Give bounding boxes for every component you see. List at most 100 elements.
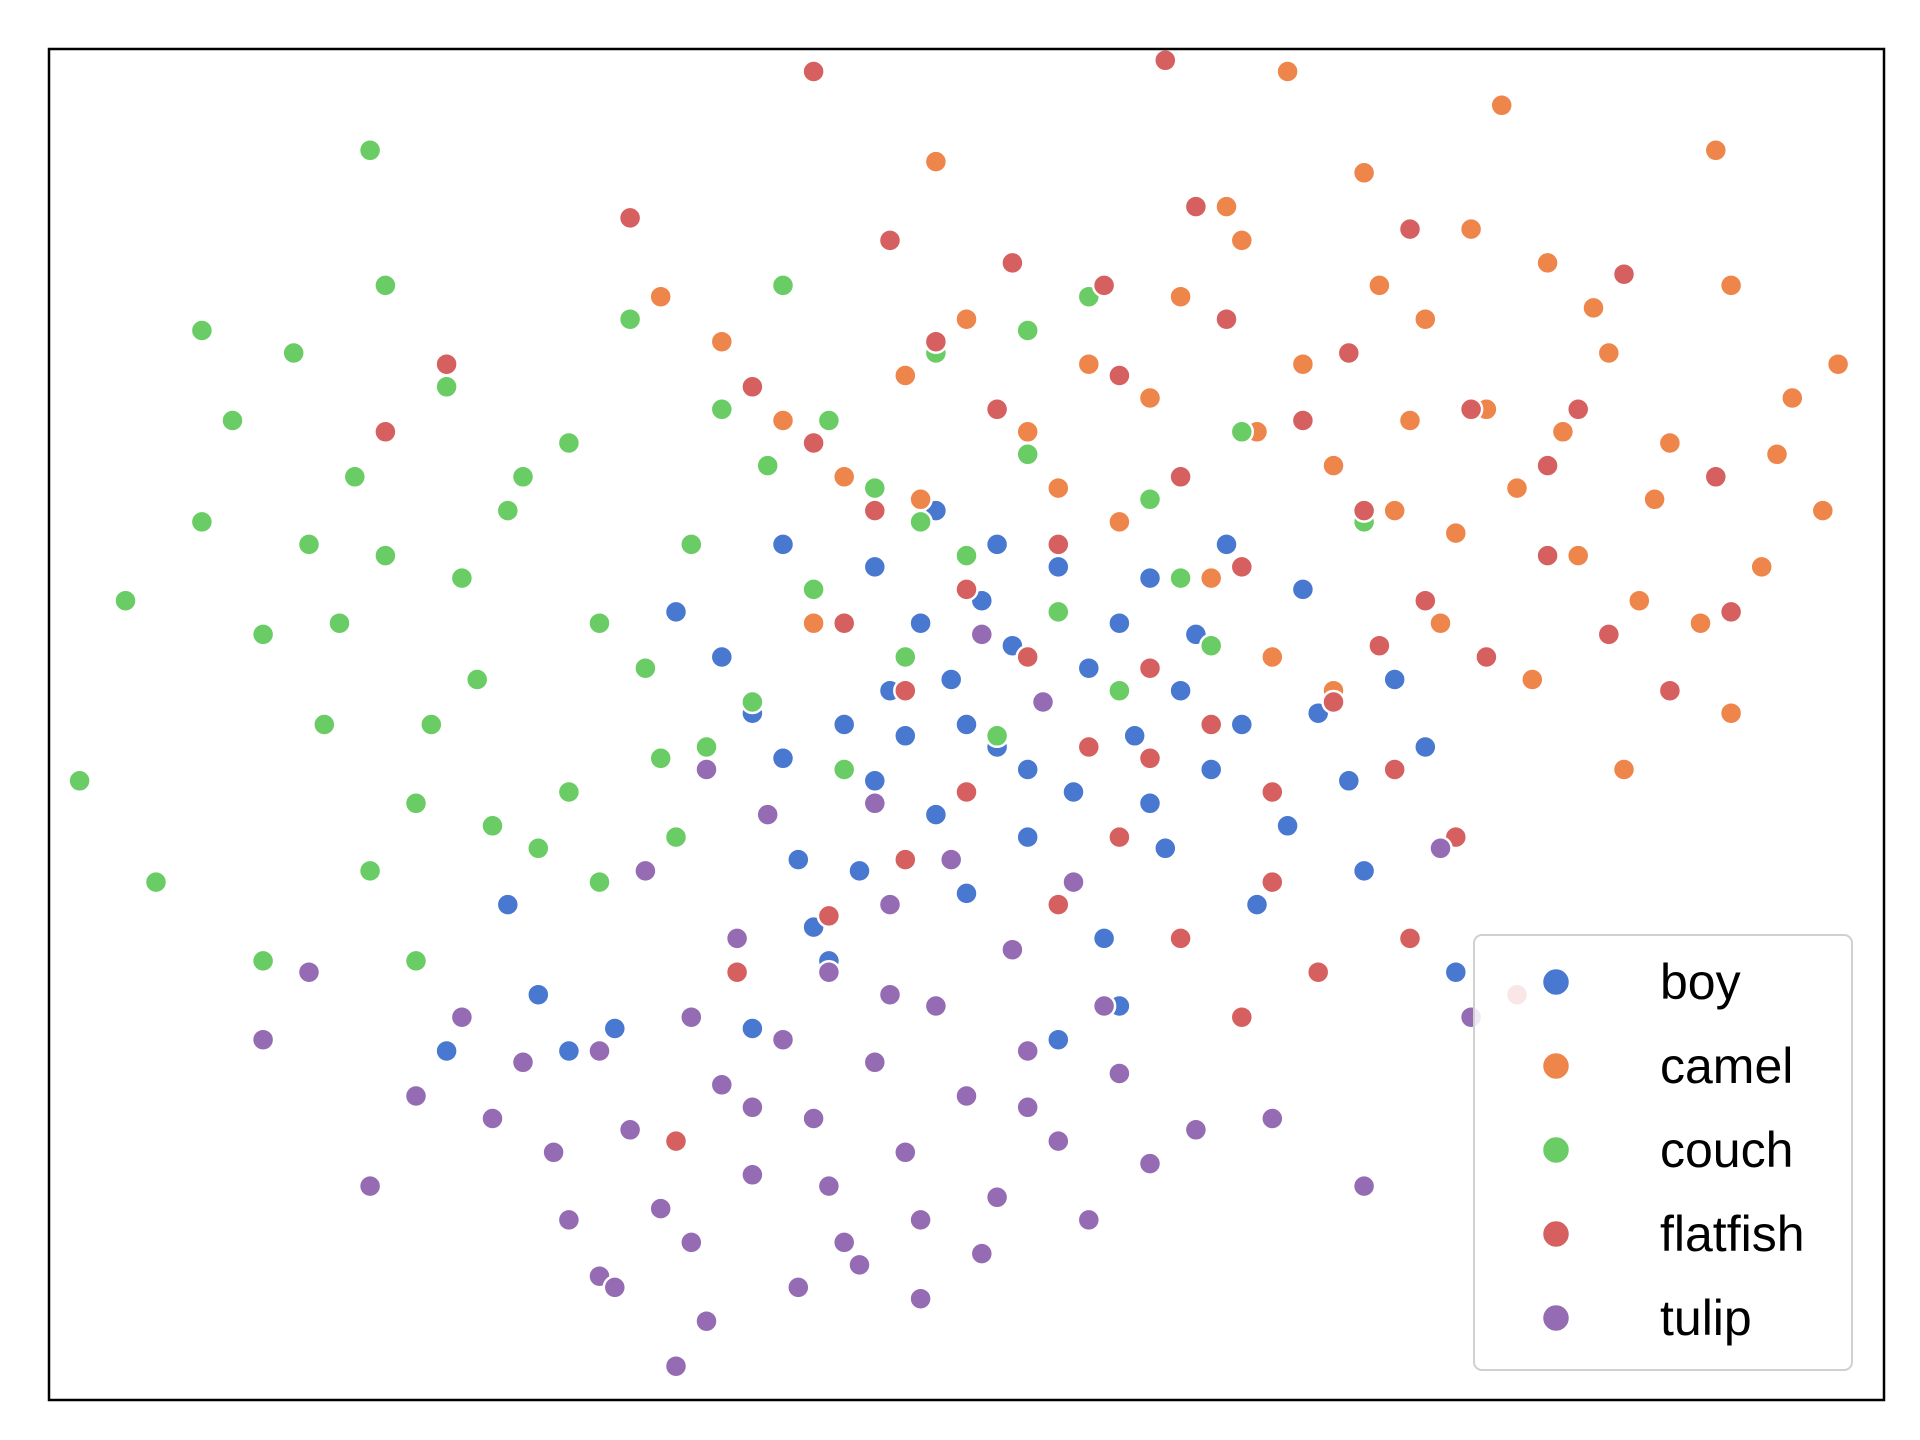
point-tulip-8 [831,1230,857,1255]
point-camel-4 [1413,306,1438,332]
point-flatfish-0 [740,374,765,400]
point-camel-22 [1076,351,1102,377]
point-flatfish-24 [1260,779,1285,805]
point-flatfish-55 [1458,397,1484,422]
point-tulip-4 [709,1072,735,1098]
point-camel-52 [1367,273,1392,298]
point-camel-23 [1015,419,1040,445]
point-flatfish-47 [1611,261,1637,287]
point-boy-3 [770,746,796,771]
point-tulip-30 [403,1083,429,1109]
point-boy-47 [831,712,857,737]
legend-label-boy: boy [1660,954,1741,1010]
point-camel-11 [1810,498,1836,523]
point-couch-42 [250,948,276,974]
point-tulip-25 [480,1106,505,1131]
point-couch-48 [633,655,658,681]
point-boy-21 [1076,655,1102,681]
point-boy-10 [908,610,933,636]
point-tulip-57 [816,1173,842,1199]
point-camel-3 [1351,160,1377,186]
point-couch-35 [1168,565,1193,591]
points-layer [67,48,1851,1379]
point-couch-19 [679,532,704,557]
point-couch-54 [816,408,842,433]
point-couch-25 [862,475,888,501]
point-camel-0 [1168,284,1193,309]
legend-label-tulip: tulip [1660,1290,1752,1346]
point-tulip-9 [862,1050,888,1075]
point-tulip-32 [556,1207,582,1233]
point-camel-49 [1780,385,1805,411]
point-boy-4 [786,847,811,872]
legend-marker-flatfish [1540,1218,1572,1250]
point-couch-13 [495,498,521,523]
point-flatfish-43 [1153,48,1178,73]
point-boy-17 [1015,824,1040,850]
point-flatfish-26 [1382,757,1407,782]
point-tulip-35 [877,892,903,917]
point-tulip-24 [541,1140,566,1165]
point-tulip-10 [893,1140,918,1165]
point-flatfish-3 [923,329,949,354]
point-boy-25 [1137,565,1163,591]
point-flatfish-52 [373,419,398,445]
point-tulip-40 [1183,1117,1209,1143]
point-boy-39 [1382,667,1407,692]
point-tulip-18 [663,1353,689,1379]
series-flatfish [373,48,1744,1154]
point-couch-40 [189,318,215,343]
legend-marker-couch [1540,1134,1572,1166]
point-tulip-52 [908,1207,933,1233]
point-boy-49 [893,723,918,749]
point-couch-4 [220,408,245,433]
series-couch [67,138,1377,974]
point-couch-53 [480,813,505,839]
point-couch-59 [908,509,933,535]
point-flatfish-36 [893,847,918,872]
point-tulip-37 [1000,937,1025,962]
point-flatfish-6 [1107,363,1132,388]
point-couch-57 [663,824,689,850]
point-couch-10 [403,791,429,816]
point-camel-41 [1520,667,1545,692]
point-flatfish-7 [1168,464,1193,490]
point-flatfish-14 [1596,622,1622,647]
point-flatfish-37 [816,903,842,929]
point-camel-38 [1260,644,1285,670]
point-flatfish-34 [1397,926,1423,951]
point-couch-3 [189,509,215,535]
point-flatfish-45 [1091,273,1117,298]
point-tulip-46 [969,622,995,647]
point-boy-56 [862,554,888,580]
point-tulip-21 [847,1252,872,1278]
point-couch-6 [281,340,306,366]
point-couch-37 [1229,419,1255,445]
point-boy-45 [602,1016,628,1041]
point-tulip-42 [1351,1173,1377,1199]
point-boy-11 [923,802,949,827]
point-couch-52 [296,532,322,557]
point-flatfish-21 [1076,734,1102,760]
point-couch-30 [1015,442,1040,467]
point-camel-35 [1703,138,1729,163]
point-boy-32 [1244,892,1270,917]
point-flatfish-50 [1000,250,1025,276]
point-camel-16 [1688,610,1713,636]
point-flatfish-13 [1535,543,1560,568]
point-boy-48 [984,532,1010,557]
point-couch-0 [67,768,92,794]
point-boy-59 [740,1016,765,1041]
point-camel-51 [1214,194,1239,219]
point-boy-19 [1046,554,1071,580]
point-tulip-43 [1428,836,1453,861]
point-boy-29 [1198,757,1224,782]
point-flatfish-30 [1168,926,1193,951]
point-flatfish-22 [1137,655,1163,681]
point-tulip-50 [633,858,658,884]
point-flatfish-58 [1137,746,1163,771]
point-couch-38 [357,138,383,163]
point-camel-26 [831,464,857,490]
point-camel-1 [1229,228,1255,253]
point-boy-41 [1443,959,1469,985]
